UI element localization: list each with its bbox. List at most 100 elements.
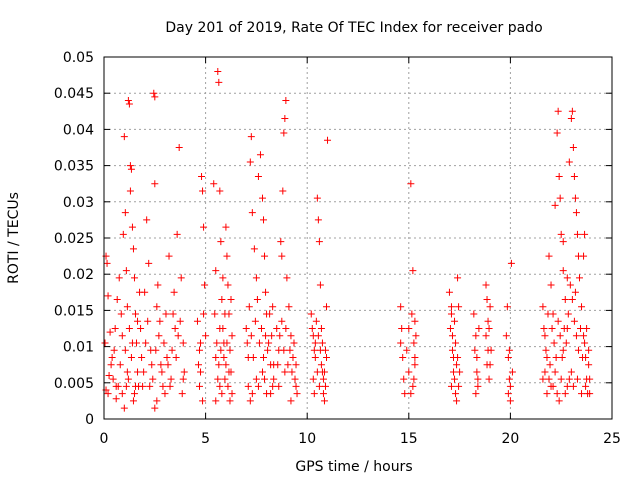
data-point [569,144,577,151]
data-point [157,361,165,369]
data-point [222,223,230,231]
data-point [199,397,207,405]
data-point [212,353,220,361]
data-point [258,368,266,376]
data-point [551,201,559,209]
data-point [223,252,231,260]
data-point [453,397,461,405]
data-point [319,375,327,383]
data-point [148,361,156,369]
data-point [580,332,588,340]
data-point [571,288,579,296]
data-point [455,382,463,390]
data-point [120,404,128,412]
data-point [121,346,129,354]
data-point [242,325,250,332]
data-point [284,361,292,369]
data-point [137,325,145,332]
data-point [282,325,290,332]
data-point [453,361,461,369]
data-point [445,288,453,296]
data-point [451,317,459,325]
data-point [167,375,175,383]
data-point [310,390,318,398]
data-point [564,310,572,318]
data-point [151,93,159,101]
data-point [128,223,136,231]
data-point [260,353,268,361]
data-point [556,332,564,340]
data-point [139,382,147,390]
data-point [474,375,482,383]
data-point [265,339,273,347]
data-point [153,303,161,311]
data-point [570,172,578,180]
data-point [550,339,558,347]
data-point [586,375,594,383]
data-point [128,339,136,347]
data-point [454,353,462,361]
data-point [551,368,559,376]
data-point [316,281,324,289]
data-point [123,303,131,311]
data-point [474,382,482,390]
data-point [126,187,134,195]
data-point [158,368,166,376]
data-point [313,194,321,202]
data-point [129,245,137,253]
data-point [559,346,567,354]
data-point [217,238,225,246]
data-point [218,296,226,304]
data-point [410,339,418,347]
data-point [565,158,573,166]
data-point [567,115,575,123]
data-point [221,310,229,318]
data-point [565,375,573,383]
data-point [151,404,159,412]
data-point [586,390,594,398]
y-tick-label: 0.035 [54,159,94,175]
data-point [409,267,417,275]
data-point [557,230,565,238]
data-point [247,133,255,141]
data-point [219,274,227,282]
data-point [210,180,218,188]
data-point [104,292,112,300]
data-point [502,332,510,340]
data-point [213,339,221,347]
data-point [546,361,554,369]
data-point [253,296,261,304]
data-point [177,274,185,282]
data-point [170,288,178,296]
grid-lines [104,57,612,419]
data-point [244,382,252,390]
data-point [138,353,146,361]
data-point [448,332,456,340]
data-point [560,325,568,332]
data-point [556,194,564,202]
data-point [108,353,116,361]
data-point [248,209,256,217]
data-point [222,361,230,369]
data-point [314,216,322,224]
data-point [580,252,588,260]
data-point [149,375,157,383]
data-point [411,353,419,361]
data-point [130,274,138,282]
data-point [567,368,575,376]
chart-title: Day 201 of 2019, Rate Of TEC Index for r… [165,20,542,36]
data-point [482,332,490,340]
data-point [198,172,206,180]
data-point [505,346,513,354]
data-point [286,346,294,354]
data-point [164,361,172,369]
data-point [246,397,254,405]
data-point [124,375,132,383]
data-point [118,332,126,340]
data-point [452,339,460,347]
data-point [470,310,478,318]
data-point [278,252,286,260]
data-point [216,187,224,195]
data-point [398,325,406,332]
data-point [274,361,282,369]
